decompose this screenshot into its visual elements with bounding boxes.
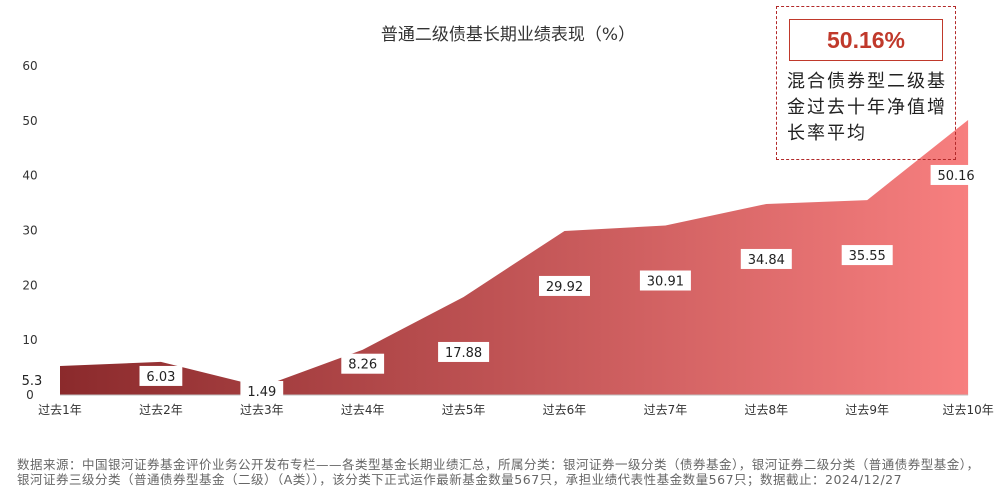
data-label-bg	[841, 245, 893, 266]
y-tick-label: 40	[22, 169, 37, 183]
data-label: 29.92	[546, 280, 583, 295]
footnote: 数据来源：中国银河证券基金评价业务公开发布专栏——各类型基金长期业绩汇总，所属分…	[17, 457, 980, 487]
x-tick-label: 过去4年	[341, 403, 385, 417]
data-label: 1.49	[247, 385, 276, 400]
y-tick-label: 30	[22, 224, 37, 238]
data-label: 30.91	[647, 275, 684, 290]
y-tick-label: 10	[22, 333, 37, 347]
data-label-bg	[639, 270, 691, 291]
data-label: 6.03	[146, 370, 175, 385]
y-axis: 0 10 20 30 40 50 60	[22, 59, 37, 402]
callout-text: 混合债券型二级基金过去十年净值增长率平均	[787, 71, 947, 144]
data-label-bg	[740, 248, 792, 269]
data-label-bg	[240, 381, 284, 401]
area-fill	[60, 119, 969, 396]
x-tick-label: 过去9年	[845, 403, 889, 417]
data-label-bg	[139, 365, 183, 386]
data-label: 17.88	[445, 346, 482, 361]
x-tick-label: 过去6年	[543, 403, 587, 417]
data-label: 35.55	[849, 249, 886, 264]
data-label-bg	[438, 341, 490, 362]
data-label-bg	[14, 369, 50, 390]
data-label-bg	[930, 164, 982, 185]
x-tick-label: 过去10年	[942, 403, 993, 417]
x-tick-label: 过去8年	[744, 403, 788, 417]
y-tick-label: 50	[22, 114, 37, 128]
data-labels: 5.3 6.03 1.49 8.26 17.88 29.92 30.91 34.84 35.55…	[14, 164, 982, 401]
y-tick-label: 60	[22, 59, 37, 73]
area-series	[60, 119, 969, 396]
x-tick-label: 过去3年	[240, 403, 284, 417]
x-tick-label: 过去2年	[139, 403, 183, 417]
y-tick-label: 20	[22, 278, 37, 292]
data-label: 5.3	[22, 374, 43, 389]
x-tick-label: 过去1年	[38, 403, 82, 417]
callout-box: 50.16% 混合债券型二级基金过去十年净值增长率平均	[776, 6, 956, 160]
x-tick-label: 过去7年	[644, 403, 688, 417]
x-tick-label: 过去5年	[442, 403, 486, 417]
data-label: 34.84	[748, 253, 785, 268]
y-tick-label: 0	[26, 388, 34, 402]
data-label: 8.26	[348, 358, 377, 373]
data-label-bg	[341, 353, 385, 374]
callout-value: 50.16%	[789, 19, 943, 61]
data-label-bg	[539, 275, 590, 296]
data-label: 50.16	[937, 169, 974, 184]
chart-title: 普通二级债基长期业绩表现（%）	[381, 25, 635, 45]
x-axis: 过去1年 过去2年 过去3年 过去4年 过去5年 过去6年 过去7年 过去8年 过去9年 过去10…	[38, 403, 994, 417]
